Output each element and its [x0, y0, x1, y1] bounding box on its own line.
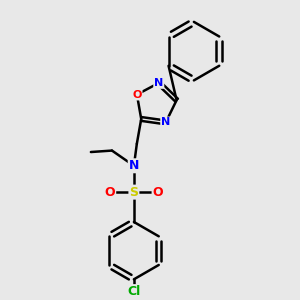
Text: N: N — [154, 78, 164, 88]
Text: O: O — [105, 186, 115, 199]
Text: Cl: Cl — [127, 285, 140, 298]
Text: O: O — [153, 186, 163, 199]
Text: O: O — [132, 90, 142, 100]
Text: N: N — [161, 117, 170, 128]
Text: N: N — [129, 159, 139, 172]
Text: S: S — [129, 186, 138, 199]
